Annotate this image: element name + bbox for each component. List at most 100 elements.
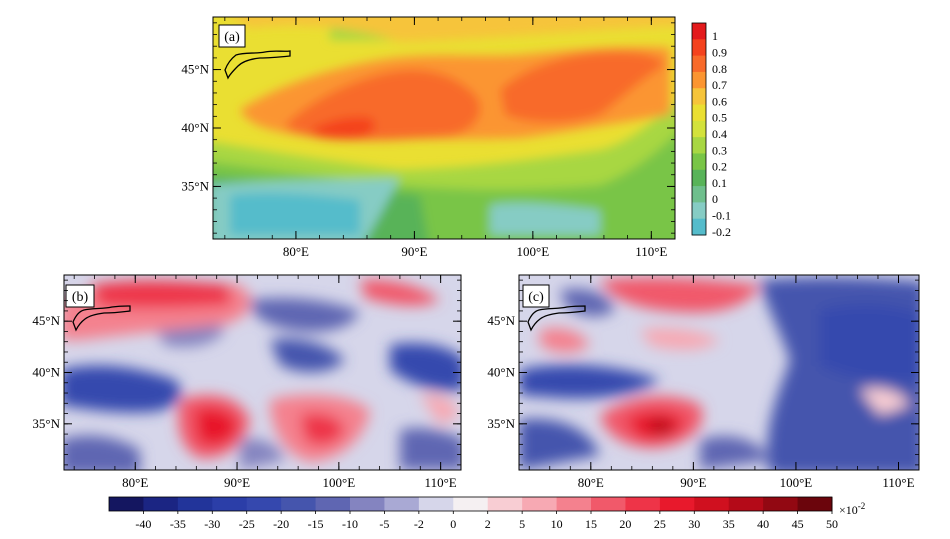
colorbar-bc-label: -15 <box>308 517 324 531</box>
colorbar-bc-swatch <box>625 497 661 511</box>
colorbar-bc-label: 10 <box>551 517 563 531</box>
y-tick-label: 40°N <box>32 365 60 380</box>
y-tick-label: 45°N <box>181 62 209 77</box>
colorbar-a-swatch <box>692 218 706 236</box>
colorbar-bc-swatch <box>763 497 799 511</box>
colorbar-bc-swatch <box>797 497 833 511</box>
y-tick-label: 45°N <box>32 313 60 328</box>
colorbar-a-swatch <box>692 186 706 203</box>
y-tick-label: 35°N <box>181 178 209 193</box>
panel-b-ticks: 80°E 90°E 100°E 110°E 35°N 40°N 45°N <box>32 275 462 490</box>
colorbar-bc-swatch <box>418 497 454 511</box>
x-tick-label: 100°E <box>517 244 550 259</box>
colorbar-a-label: -0.2 <box>712 225 731 239</box>
colorbar-a-label: 0.7 <box>712 78 727 92</box>
colorbar-a-label: 0.4 <box>712 127 727 141</box>
colorbar-a-frame <box>691 22 707 236</box>
colorbar-bc-label: -10 <box>342 517 358 531</box>
panel-a-label-box: (a) <box>218 24 246 48</box>
colorbar-a-label: 0.6 <box>712 94 727 108</box>
panel-c-label: (c) <box>528 290 544 305</box>
panel-c-label-box: (c) <box>522 284 550 308</box>
colorbar-bc-label: 0 <box>450 517 456 531</box>
y-tick-label: 35°N <box>32 416 60 431</box>
panel-b-label-box: (b) <box>65 284 95 308</box>
colorbar-bc-swatch <box>522 497 558 511</box>
colorbar-bc-swatch <box>591 497 626 511</box>
colorbar-bc-swatch <box>487 497 523 511</box>
panel-a-field <box>213 17 675 239</box>
colorbar-bc-swatch <box>384 497 420 511</box>
colorbar-a-swatch <box>692 88 706 106</box>
colorbar-bc-label: -2 <box>414 517 424 531</box>
colorbar-a-swatch <box>692 169 706 187</box>
colorbar-a-label: -0.1 <box>712 209 731 223</box>
colorbar-bc-swatch <box>659 497 695 511</box>
colorbar-bc-label: 30 <box>688 517 700 531</box>
colorbar-bc-swatch <box>350 497 385 511</box>
colorbar-bc-label: 50 <box>826 517 838 531</box>
colorbar-a-swatch <box>692 137 706 154</box>
colorbar-a-label: 0.8 <box>712 62 727 76</box>
colorbar-bc-label: -20 <box>273 517 289 531</box>
colorbar-bc-label: 35 <box>723 517 735 531</box>
colorbar-a-label: 0.3 <box>712 143 727 157</box>
x-tick-label: 110°E <box>635 244 667 259</box>
panel-a-ticks: 80°E 90°E 100°E 110°E 35°N 40°N 45°N <box>181 17 676 259</box>
panel-a: (a) 80°E 90°E 100°E 110°E 35°N 40°N 45°N <box>181 16 676 259</box>
x-tick-label: 90°E <box>401 244 427 259</box>
colorbar-bc-label: 25 <box>654 517 666 531</box>
y-tick-label: 45°N <box>487 313 515 328</box>
y-tick-label: 40°N <box>487 365 515 380</box>
colorbar-a-swatch <box>692 71 706 89</box>
colorbar-bc-swatch <box>728 497 764 511</box>
x-tick-label: 90°E <box>224 475 250 490</box>
x-tick-label: 100°E <box>323 475 356 490</box>
x-tick-label: 100°E <box>780 475 813 490</box>
colorbar-a-swatch <box>692 104 706 122</box>
colorbar-bc-label: -35 <box>170 517 186 531</box>
colorbar-bc-label: 45 <box>792 517 804 531</box>
panel-c-field <box>519 275 919 470</box>
colorbar-bc-swatch <box>109 497 144 511</box>
x-tick-label: 80°E <box>122 475 148 490</box>
colorbar-bc-exponent: -2 <box>858 501 866 511</box>
colorbar-bc-label: -40 <box>135 517 151 531</box>
colorbar-a-swatch <box>692 23 706 40</box>
colorbar-bc-multiplier: ×10-2 <box>839 501 865 517</box>
panel-c-ticks: 80°E 90°E 100°E 110°E 35°N 40°N 45°N <box>487 275 920 490</box>
panel-a-label: (a) <box>224 30 240 45</box>
colorbar-bc-swatch <box>143 497 179 511</box>
colorbar-a-swatch <box>692 39 706 57</box>
colorbar-a-swatch <box>692 153 706 171</box>
colorbar-a-swatch <box>692 202 706 220</box>
colorbar-bc-swatch <box>556 497 592 511</box>
x-tick-label: 110°E <box>425 475 457 490</box>
x-tick-label: 80°E <box>283 244 309 259</box>
colorbar-a-label: 0.1 <box>712 176 727 190</box>
colorbar-a-label: 0.2 <box>712 160 727 174</box>
colorbar-bc-frame <box>108 496 833 512</box>
colorbar-a-swatch <box>692 55 706 73</box>
y-tick-label: 40°N <box>181 120 209 135</box>
colorbar-a: 1 0.9 0.8 0.7 0.6 0.5 0.4 0.3 0.2 0.1 0 -0.1 -0.2 <box>691 22 731 239</box>
colorbar-bc-label: 20 <box>619 517 631 531</box>
colorbar-bc-swatch <box>453 497 489 511</box>
colorbar-bc-label: 40 <box>757 517 769 531</box>
colorbar-bc-label: 2 <box>485 517 491 531</box>
colorbar-bc-swatch <box>246 497 282 511</box>
panel-b-label: (b) <box>72 290 89 305</box>
colorbar-a-label: 0 <box>712 192 718 206</box>
colorbar-a-label: 0.5 <box>712 111 727 125</box>
y-tick-label: 35°N <box>487 416 515 431</box>
panel-b: (b) 80°E 90°E 100°E 110°E 35°N 40°N 45°N <box>32 274 462 490</box>
colorbar-a-swatch <box>692 120 706 138</box>
x-tick-label: 90°E <box>680 475 706 490</box>
colorbar-bc-label: -5 <box>379 517 389 531</box>
colorbar-bc-label: 5 <box>519 517 525 531</box>
panel-c: (c) 80°E 90°E 100°E 110°E 35°N 40°N 45°N <box>487 274 920 490</box>
colorbar-bc-label: -30 <box>204 517 220 531</box>
colorbar-bc-label: -25 <box>239 517 255 531</box>
colorbar-bc-swatch <box>694 497 730 511</box>
